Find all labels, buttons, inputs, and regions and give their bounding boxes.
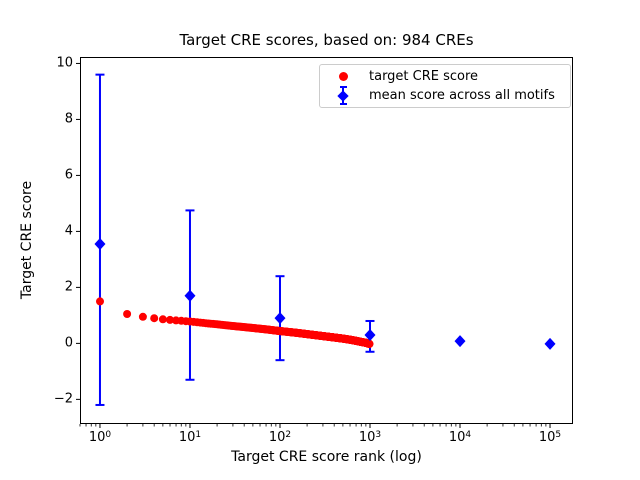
diamond-errorbar-marker-icon — [326, 86, 360, 106]
y-tick-label: 8 — [64, 111, 73, 127]
y-axis-label: Target CRE score — [19, 180, 35, 300]
red-point — [123, 310, 132, 318]
red-point — [365, 339, 374, 348]
x-tick-label: 105 — [538, 430, 562, 445]
blue-diamond — [454, 335, 466, 348]
x-tick-label: 103 — [358, 430, 382, 445]
blue-diamond — [274, 312, 286, 325]
y-tick-label: 10 — [56, 55, 73, 71]
red-point — [138, 312, 147, 321]
red-point — [166, 315, 174, 324]
y-tick-label: −2 — [53, 391, 73, 407]
blue-diamond — [364, 328, 376, 341]
legend: target CRE score mean score across all m… — [319, 64, 571, 108]
legend-item-target-score: target CRE score — [326, 67, 564, 86]
y-tick-label: 0 — [64, 335, 73, 351]
circle-marker-icon — [326, 67, 360, 86]
red-point — [158, 315, 167, 324]
x-tick-label: 101 — [178, 430, 202, 445]
blue-diamond — [544, 337, 556, 350]
x-axis-label: Target CRE score rank (log) — [231, 449, 422, 465]
legend-item-mean-score: mean score across all motifs — [326, 86, 564, 106]
legend-label: target CRE score — [369, 68, 479, 84]
y-tick-label: 6 — [64, 167, 73, 183]
y-tick-label: 2 — [64, 279, 73, 295]
plot-border — [80, 57, 573, 424]
chart-title: Target CRE scores, based on: 984 CREs — [179, 31, 474, 49]
red-point — [96, 297, 104, 306]
blue-diamond — [94, 237, 106, 250]
x-tick-label: 100 — [88, 430, 112, 445]
x-tick-label: 104 — [448, 430, 472, 445]
red-point — [150, 314, 159, 323]
y-tick-label: 4 — [64, 223, 73, 239]
legend-label: mean score across all motifs — [369, 88, 555, 104]
x-tick-label: 102 — [268, 430, 292, 445]
blue-diamond — [184, 289, 196, 302]
